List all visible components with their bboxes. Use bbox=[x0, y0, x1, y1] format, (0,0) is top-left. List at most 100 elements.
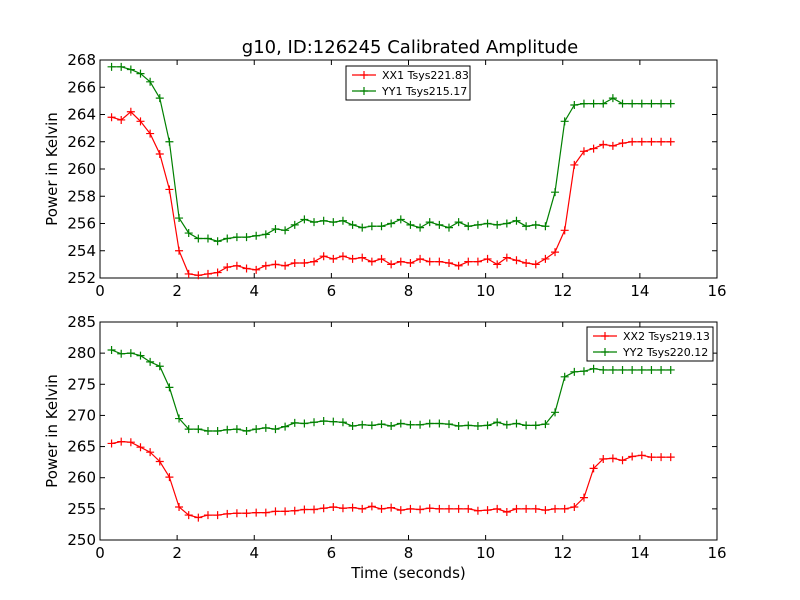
series-line bbox=[111, 110, 671, 276]
x-tick-label: 6 bbox=[327, 282, 337, 300]
data-point bbox=[647, 365, 656, 374]
data-point bbox=[589, 464, 598, 473]
data-point bbox=[647, 453, 656, 462]
data-point bbox=[425, 419, 434, 428]
data-point bbox=[252, 231, 261, 240]
data-point bbox=[377, 504, 386, 513]
y-tick-label: 250 bbox=[67, 531, 96, 549]
data-point bbox=[435, 257, 444, 266]
data-point bbox=[657, 365, 666, 374]
data-point bbox=[107, 439, 116, 448]
data-point bbox=[666, 137, 675, 146]
data-point bbox=[560, 504, 569, 513]
data-point bbox=[483, 219, 492, 228]
y-tick-label: 254 bbox=[67, 242, 96, 260]
data-point bbox=[213, 511, 222, 520]
data-point bbox=[310, 257, 319, 266]
data-point bbox=[126, 65, 135, 74]
data-point bbox=[203, 511, 212, 520]
data-point bbox=[348, 503, 357, 512]
data-point bbox=[483, 421, 492, 430]
data-point bbox=[367, 222, 376, 231]
data-point bbox=[184, 425, 193, 434]
data-point bbox=[454, 218, 463, 227]
data-point bbox=[416, 223, 425, 232]
data-point bbox=[628, 99, 637, 108]
data-point bbox=[348, 254, 357, 263]
data-point bbox=[329, 502, 338, 511]
plot-bottom: 0 2 4 6 8 10 12 14 16 250 255 260 265 270 275 280 285 Pow… bbox=[43, 313, 727, 582]
y-tick-label: 270 bbox=[67, 406, 96, 424]
data-point bbox=[184, 269, 193, 278]
data-point bbox=[358, 420, 367, 429]
data-point bbox=[126, 107, 135, 116]
y-tick-label: 256 bbox=[67, 215, 96, 233]
data-point bbox=[464, 504, 473, 513]
data-point bbox=[310, 218, 319, 227]
data-point bbox=[223, 425, 232, 434]
data-point bbox=[425, 257, 434, 266]
data-point bbox=[628, 365, 637, 374]
data-point bbox=[252, 265, 261, 274]
data-point bbox=[358, 504, 367, 513]
data-point bbox=[396, 257, 405, 266]
data-point bbox=[579, 493, 588, 502]
data-point bbox=[281, 261, 290, 270]
data-point bbox=[541, 506, 550, 515]
data-point bbox=[512, 419, 521, 428]
y-tick-label: 260 bbox=[67, 469, 96, 487]
data-point bbox=[579, 367, 588, 376]
data-point bbox=[194, 271, 203, 280]
data-point bbox=[223, 234, 232, 243]
data-point bbox=[396, 506, 405, 515]
data-point bbox=[396, 215, 405, 224]
data-point bbox=[579, 99, 588, 108]
data-point bbox=[194, 425, 203, 434]
data-point bbox=[194, 234, 203, 243]
data-point bbox=[637, 99, 646, 108]
data-point bbox=[329, 417, 338, 426]
data-point bbox=[155, 94, 164, 103]
data-point bbox=[281, 507, 290, 516]
data-point bbox=[425, 504, 434, 513]
data-point bbox=[338, 216, 347, 225]
data-point bbox=[637, 451, 646, 460]
data-point bbox=[261, 423, 270, 432]
data-point bbox=[416, 505, 425, 514]
data-point bbox=[117, 349, 126, 358]
data-point bbox=[338, 252, 347, 261]
data-point bbox=[666, 99, 675, 108]
x-tick-label: 4 bbox=[249, 282, 259, 300]
data-point bbox=[358, 253, 367, 262]
data-point bbox=[406, 220, 415, 229]
data-point bbox=[608, 365, 617, 374]
x-tick-label: 0 bbox=[95, 282, 105, 300]
data-point bbox=[232, 425, 241, 434]
data-point bbox=[444, 504, 453, 513]
x-tick-label: 8 bbox=[404, 282, 414, 300]
data-point bbox=[165, 137, 174, 146]
data-point bbox=[136, 351, 145, 360]
data-point bbox=[232, 233, 241, 242]
data-point bbox=[377, 222, 386, 231]
data-point bbox=[203, 269, 212, 278]
x-tick-label: 16 bbox=[707, 544, 726, 562]
data-point bbox=[281, 226, 290, 235]
data-point bbox=[252, 425, 261, 434]
data-point bbox=[637, 137, 646, 146]
data-point bbox=[213, 237, 222, 246]
data-point bbox=[483, 506, 492, 515]
data-point bbox=[435, 419, 444, 428]
data-point bbox=[184, 511, 193, 520]
data-point bbox=[483, 254, 492, 263]
data-point bbox=[493, 220, 502, 229]
data-point bbox=[223, 509, 232, 518]
data-point bbox=[657, 453, 666, 462]
data-point bbox=[387, 422, 396, 431]
legend-label: YY1 Tsys215.17 bbox=[381, 85, 467, 98]
data-point bbox=[194, 513, 203, 522]
data-point bbox=[290, 506, 299, 515]
data-point bbox=[551, 248, 560, 257]
x-axis-label: Time (seconds) bbox=[350, 564, 466, 582]
data-point bbox=[531, 504, 540, 513]
